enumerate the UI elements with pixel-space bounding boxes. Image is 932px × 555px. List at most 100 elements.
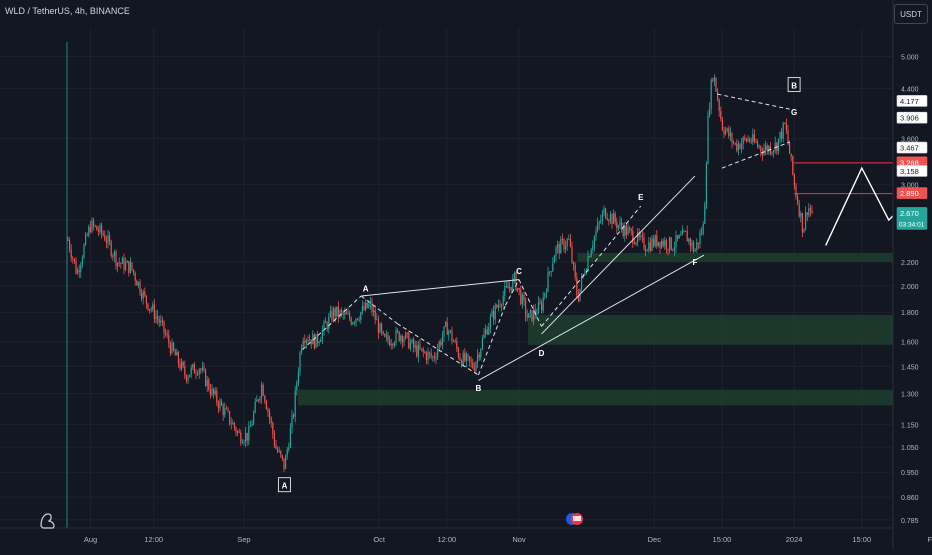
candle-body bbox=[409, 342, 411, 349]
candle-body bbox=[688, 238, 690, 242]
candle-body bbox=[563, 239, 565, 250]
candle-body bbox=[717, 91, 719, 100]
price-tick-label: 1.450 bbox=[901, 364, 919, 371]
candle-body bbox=[365, 302, 367, 310]
symbol-title[interactable]: WLD / TetherUS, 4h, BINANCE bbox=[5, 6, 130, 16]
candles bbox=[67, 74, 813, 472]
candle-body bbox=[656, 235, 658, 247]
candle-body bbox=[603, 208, 605, 214]
candle-body bbox=[393, 342, 395, 346]
candle-body bbox=[336, 306, 338, 317]
candle-body bbox=[694, 250, 696, 252]
candle-body bbox=[321, 329, 323, 340]
candle-body bbox=[302, 340, 304, 348]
candle-body bbox=[253, 412, 255, 424]
candle-body bbox=[328, 316, 330, 329]
candle-body bbox=[683, 230, 685, 232]
candle-body bbox=[243, 441, 245, 444]
candle-body bbox=[403, 338, 405, 343]
candle-body bbox=[483, 333, 485, 339]
candle-body bbox=[249, 426, 251, 427]
price-tick-label: 1.600 bbox=[901, 340, 919, 347]
candle-body bbox=[693, 242, 695, 252]
candle-body bbox=[787, 129, 789, 143]
candle-body bbox=[437, 348, 439, 358]
candle-body bbox=[521, 294, 523, 305]
candle-body bbox=[779, 131, 781, 139]
candle-body bbox=[515, 272, 517, 291]
candle-body bbox=[411, 339, 413, 343]
candle-body bbox=[208, 379, 210, 390]
annotation-f: F bbox=[692, 258, 697, 267]
currency-button[interactable]: USDT bbox=[894, 4, 928, 24]
candle-body bbox=[350, 318, 352, 325]
candle-body bbox=[659, 241, 661, 248]
candle-body bbox=[648, 242, 650, 251]
candle-body bbox=[443, 326, 445, 337]
candle-body bbox=[318, 342, 320, 344]
candle-body bbox=[363, 306, 365, 310]
candle-body bbox=[333, 308, 335, 321]
candle-body bbox=[745, 138, 747, 142]
candle-body bbox=[177, 352, 179, 364]
price-label-box bbox=[896, 187, 928, 199]
candle-body bbox=[374, 310, 376, 320]
price-tick-label: 1.050 bbox=[901, 445, 919, 452]
candle-body bbox=[670, 237, 672, 250]
candle-body bbox=[665, 240, 667, 249]
event-flag bbox=[573, 516, 581, 521]
candle-body bbox=[377, 319, 379, 333]
candle-body bbox=[312, 334, 314, 345]
candle-body bbox=[560, 239, 562, 254]
candle-body bbox=[737, 143, 739, 151]
candle-body bbox=[294, 390, 296, 417]
trendline-b-f bbox=[478, 254, 705, 381]
candle-body bbox=[145, 295, 147, 304]
resistance-levels bbox=[794, 162, 893, 195]
candle-body bbox=[557, 244, 559, 248]
candle-body bbox=[749, 138, 751, 141]
candle-body bbox=[710, 80, 712, 109]
candle-body bbox=[173, 342, 175, 351]
time-axis[interactable]: Aug 12:00 Sep Oct 12:00 Nov Dec 15:00 2024 15:00 F… bbox=[0, 527, 932, 544]
candle-body bbox=[160, 320, 162, 323]
candle-body bbox=[419, 344, 421, 350]
candle-body bbox=[472, 361, 474, 368]
candle-body bbox=[149, 308, 151, 310]
candle-body bbox=[464, 352, 466, 361]
candle-body bbox=[256, 399, 258, 402]
candle-body bbox=[611, 214, 613, 224]
price-axis[interactable]: 5.0004.4003.6003.0002.6002.2002.0001.800… bbox=[892, 0, 932, 550]
time-tick-label: 12:00 bbox=[144, 535, 163, 544]
candle-body bbox=[646, 250, 648, 252]
candle-body bbox=[609, 214, 611, 221]
price-tick-label: 3.600 bbox=[901, 137, 919, 144]
candle-body bbox=[265, 401, 267, 410]
candle-body bbox=[392, 343, 394, 346]
candle-body bbox=[181, 361, 183, 369]
candle-body bbox=[481, 338, 483, 349]
candle-body bbox=[342, 312, 344, 315]
candle-body bbox=[758, 146, 760, 147]
candle-body bbox=[237, 431, 239, 433]
candle-body bbox=[184, 366, 186, 376]
projected-path bbox=[825, 166, 932, 246]
candle-body bbox=[368, 304, 370, 308]
price-label: 3.467 bbox=[900, 144, 919, 153]
candle-body bbox=[773, 150, 775, 152]
channel-upper-line bbox=[541, 175, 696, 335]
candle-body bbox=[781, 131, 783, 139]
candle-body bbox=[605, 208, 607, 219]
candle-body bbox=[677, 235, 679, 239]
candle-body bbox=[811, 210, 813, 214]
candle-body bbox=[795, 185, 797, 197]
candle-body bbox=[219, 401, 221, 409]
candle-body bbox=[413, 339, 415, 348]
candle-body bbox=[475, 361, 477, 371]
candle-body bbox=[229, 411, 231, 424]
price-label: 3.268 bbox=[900, 158, 919, 167]
candle-body bbox=[241, 443, 243, 444]
